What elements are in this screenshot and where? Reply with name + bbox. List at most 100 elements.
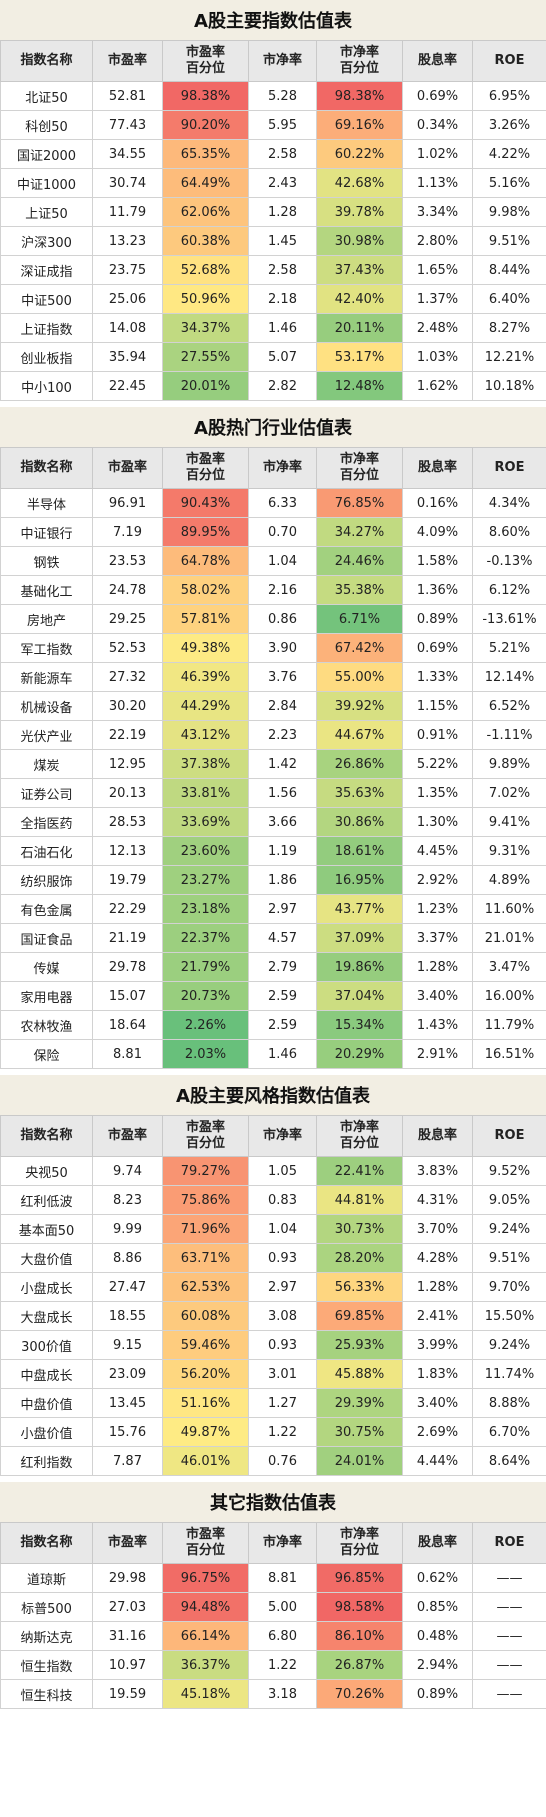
cell-dividend-yield: 1.62% xyxy=(402,371,473,401)
cell-roe: 15.50% xyxy=(472,1301,546,1331)
cell-index-name: 房地产 xyxy=(0,604,93,634)
cell-dividend-yield: 2.94% xyxy=(402,1650,473,1680)
cell-roe: —— xyxy=(472,1563,546,1593)
cell-pb-percentile: 30.98% xyxy=(316,226,403,256)
cell-index-name: 大盘价值 xyxy=(0,1243,93,1273)
cell-pb-percentile: 53.17% xyxy=(316,342,403,372)
cell-index-name: 红利指数 xyxy=(0,1446,93,1476)
cell-index-name: 300价值 xyxy=(0,1330,93,1360)
cell-pb-percentile: 60.22% xyxy=(316,139,403,169)
cell-pe-percentile: 36.37% xyxy=(162,1650,249,1680)
cell-index-name: 中证1000 xyxy=(0,168,93,198)
cell-index-name: 深证成指 xyxy=(0,255,93,285)
cell-index-name: 纺织服饰 xyxy=(0,865,93,895)
cell-pe: 30.20 xyxy=(92,691,163,721)
cell-dividend-yield: 0.48% xyxy=(402,1621,473,1651)
cell-pb: 2.97 xyxy=(248,894,317,924)
cell-dividend-yield: 4.31% xyxy=(402,1185,473,1215)
cell-pb: 2.59 xyxy=(248,981,317,1011)
table-row: 标普500 27.03 94.48% 5.00 98.58% 0.85% —— xyxy=(0,1592,546,1622)
cell-dividend-yield: 1.65% xyxy=(402,255,473,285)
cell-pb-percentile: 86.10% xyxy=(316,1621,403,1651)
table-row: 上证指数 14.08 34.37% 1.46 20.11% 2.48% 8.27% xyxy=(0,313,546,343)
cell-pb-percentile: 96.85% xyxy=(316,1563,403,1593)
cell-pb-percentile: 30.75% xyxy=(316,1417,403,1447)
cell-pb: 1.28 xyxy=(248,197,317,227)
cell-roe: 10.18% xyxy=(472,371,546,401)
table-row: 有色金属 22.29 23.18% 2.97 43.77% 1.23% 11.60% xyxy=(0,894,546,924)
valuation-report: A股主要指数估值表 指数名称 市盈率 市盈率 百分位 市净率 市净率 百分位 股息率 ROE 北证5… xyxy=(0,0,546,1709)
cell-dividend-yield: 3.34% xyxy=(402,197,473,227)
cell-pe: 23.75 xyxy=(92,255,163,285)
cell-dividend-yield: 1.37% xyxy=(402,284,473,314)
cell-pe-percentile: 66.14% xyxy=(162,1621,249,1651)
cell-pb: 1.05 xyxy=(248,1156,317,1186)
cell-pb-percentile: 24.46% xyxy=(316,546,403,576)
cell-pb-percentile: 42.40% xyxy=(316,284,403,314)
cell-pe-percentile: 21.79% xyxy=(162,952,249,982)
cell-pb: 1.22 xyxy=(248,1417,317,1447)
column-header-index-name: 指数名称 xyxy=(0,1115,93,1157)
cell-dividend-yield: 4.28% xyxy=(402,1243,473,1273)
cell-dividend-yield: 1.13% xyxy=(402,168,473,198)
cell-pe: 31.16 xyxy=(92,1621,163,1651)
cell-pe: 9.74 xyxy=(92,1156,163,1186)
cell-dividend-yield: 0.89% xyxy=(402,604,473,634)
table-row: 红利低波 8.23 75.86% 0.83 44.81% 4.31% 9.05% xyxy=(0,1185,546,1215)
cell-roe: —— xyxy=(472,1650,546,1680)
cell-pe: 96.91 xyxy=(92,488,163,518)
cell-roe: 16.00% xyxy=(472,981,546,1011)
cell-pb: 2.84 xyxy=(248,691,317,721)
cell-dividend-yield: 3.83% xyxy=(402,1156,473,1186)
cell-index-name: 道琼斯 xyxy=(0,1563,93,1593)
cell-pe-percentile: 64.49% xyxy=(162,168,249,198)
cell-pb-percentile: 56.33% xyxy=(316,1272,403,1302)
cell-roe: 9.24% xyxy=(472,1330,546,1360)
cell-index-name: 中小100 xyxy=(0,371,93,401)
cell-pe: 25.06 xyxy=(92,284,163,314)
cell-pb-percentile: 35.38% xyxy=(316,575,403,605)
cell-pb-percentile: 67.42% xyxy=(316,633,403,663)
header-row: 指数名称 市盈率 市盈率 百分位 市净率 市净率 百分位 股息率 ROE xyxy=(0,1115,546,1157)
cell-pb: 1.42 xyxy=(248,749,317,779)
cell-pe-percentile: 75.86% xyxy=(162,1185,249,1215)
cell-pe: 22.29 xyxy=(92,894,163,924)
cell-pe-percentile: 46.01% xyxy=(162,1446,249,1476)
cell-pe: 11.79 xyxy=(92,197,163,227)
table-row: 中证1000 30.74 64.49% 2.43 42.68% 1.13% 5.16% xyxy=(0,168,546,198)
valuation-table: 指数名称 市盈率 市盈率 百分位 市净率 市净率 百分位 股息率 ROE 半导体 96.91 90.4… xyxy=(0,447,546,1069)
cell-pb: 2.58 xyxy=(248,255,317,285)
section-title: A股主要指数估值表 xyxy=(0,0,546,40)
cell-pe: 24.78 xyxy=(92,575,163,605)
table-row: 传媒 29.78 21.79% 2.79 19.86% 1.28% 3.47% xyxy=(0,952,546,982)
table-row: 国证2000 34.55 65.35% 2.58 60.22% 1.02% 4.22% xyxy=(0,139,546,169)
cell-index-name: 传媒 xyxy=(0,952,93,982)
table-row: 上证50 11.79 62.06% 1.28 39.78% 3.34% 9.98% xyxy=(0,197,546,227)
cell-roe: -0.13% xyxy=(472,546,546,576)
column-header-pe-percentile: 市盈率 百分位 xyxy=(162,40,249,82)
cell-roe: -1.11% xyxy=(472,720,546,750)
cell-pb: 4.57 xyxy=(248,923,317,953)
cell-pe: 15.76 xyxy=(92,1417,163,1447)
cell-pb: 1.56 xyxy=(248,778,317,808)
cell-roe: 5.21% xyxy=(472,633,546,663)
cell-dividend-yield: 1.58% xyxy=(402,546,473,576)
cell-pe-percentile: 96.75% xyxy=(162,1563,249,1593)
cell-pe-percentile: 22.37% xyxy=(162,923,249,953)
table-row: 央视50 9.74 79.27% 1.05 22.41% 3.83% 9.52% xyxy=(0,1156,546,1186)
cell-pe: 22.19 xyxy=(92,720,163,750)
cell-index-name: 央视50 xyxy=(0,1156,93,1186)
cell-pb-percentile: 98.38% xyxy=(316,81,403,111)
cell-index-name: 全指医药 xyxy=(0,807,93,837)
cell-index-name: 恒生指数 xyxy=(0,1650,93,1680)
table-row: 保险 8.81 2.03% 1.46 20.29% 2.91% 16.51% xyxy=(0,1039,546,1069)
cell-index-name: 基本面50 xyxy=(0,1214,93,1244)
cell-pe-percentile: 34.37% xyxy=(162,313,249,343)
table-row: 创业板指 35.94 27.55% 5.07 53.17% 1.03% 12.21% xyxy=(0,342,546,372)
cell-pb: 1.46 xyxy=(248,1039,317,1069)
table-row: 军工指数 52.53 49.38% 3.90 67.42% 0.69% 5.21% xyxy=(0,633,546,663)
cell-index-name: 沪深300 xyxy=(0,226,93,256)
section-gap xyxy=(0,1069,546,1075)
cell-pb: 2.97 xyxy=(248,1272,317,1302)
cell-roe: 9.51% xyxy=(472,1243,546,1273)
